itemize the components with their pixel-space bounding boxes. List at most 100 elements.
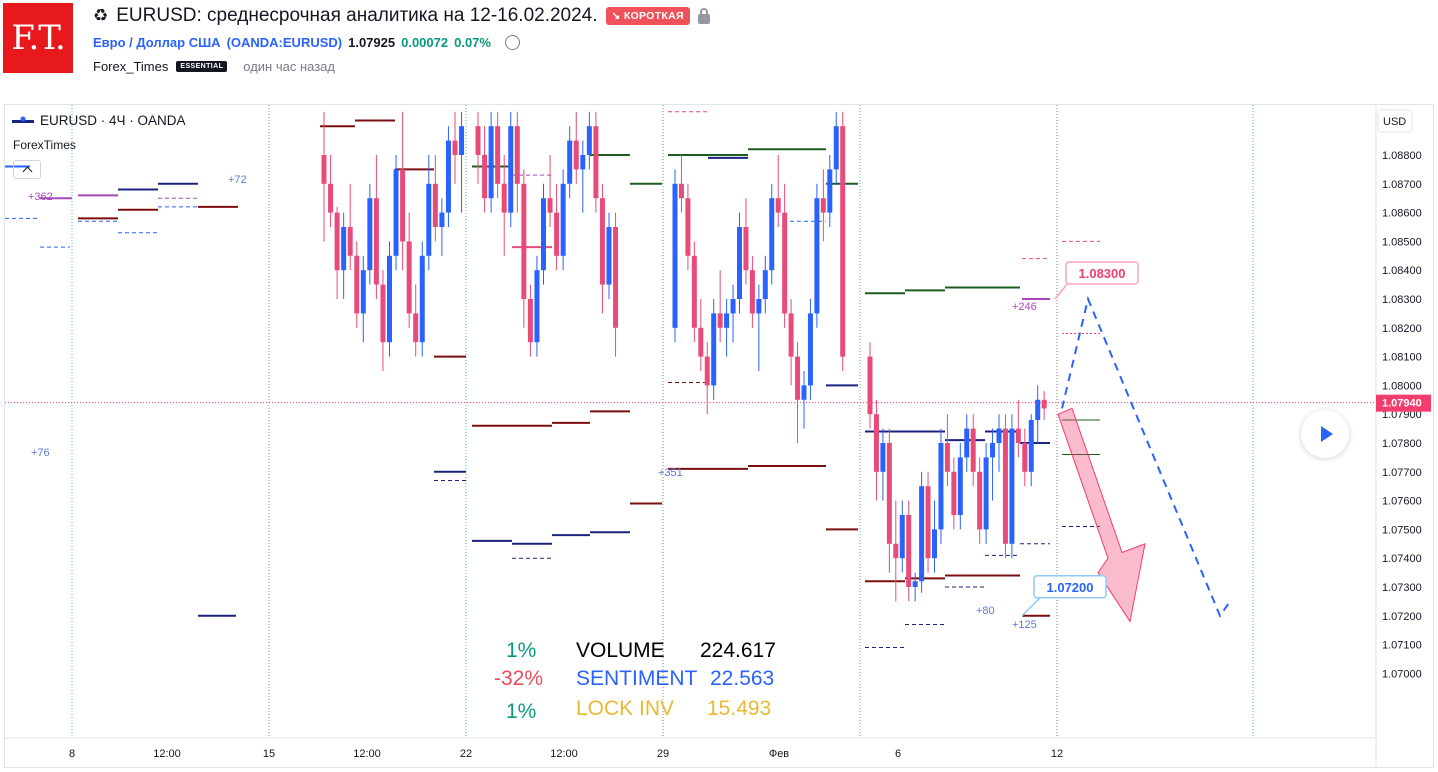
candle-body xyxy=(387,255,392,343)
price-tick-label: 1.08500 xyxy=(1382,236,1422,248)
indicator-legend[interactable]: ForexTimes xyxy=(13,138,76,152)
candle-body xyxy=(508,126,514,213)
candle-body xyxy=(586,126,592,155)
candle-body xyxy=(439,212,445,227)
sentiment-pct: -32% xyxy=(494,667,544,690)
candle-body xyxy=(1035,399,1041,420)
chart-legend[interactable]: EURUSD · 4Ч · OANDA xyxy=(12,113,186,128)
idea-title: EURUSD: среднесрочная аналитика на 12-16… xyxy=(116,5,598,26)
candle-body xyxy=(1015,428,1021,443)
candle-body xyxy=(886,443,892,544)
price-tick-label: 1.07900 xyxy=(1382,409,1422,421)
price-tick-label: 1.07400 xyxy=(1382,553,1422,565)
short-badge: ↘ КОРОТКАЯ xyxy=(605,7,690,25)
candle-body xyxy=(990,443,996,458)
candle-body xyxy=(788,313,794,357)
target-high-pointer xyxy=(1054,282,1069,300)
candle-body xyxy=(482,155,488,199)
price-tick-label: 1.08400 xyxy=(1382,265,1422,277)
candle-body xyxy=(730,299,736,314)
time-tick-label: 12:00 xyxy=(550,748,578,760)
candle-body xyxy=(393,169,399,256)
currency-selector xyxy=(1377,109,1413,133)
candle-body xyxy=(452,140,458,155)
candle-body xyxy=(691,255,697,328)
chart-frame[interactable] xyxy=(4,104,1434,768)
candle-body xyxy=(873,414,879,472)
target-high-box xyxy=(1065,261,1139,285)
time-tick-label: 29 xyxy=(657,748,669,760)
candle-body xyxy=(321,155,327,184)
candle-body xyxy=(919,486,925,582)
candle-body xyxy=(893,543,899,559)
level-annotation: +125 xyxy=(1012,619,1037,631)
candle-body xyxy=(678,183,684,199)
candle-body xyxy=(957,457,963,515)
price-tick-label: 1.07200 xyxy=(1382,611,1422,623)
candle-body xyxy=(547,198,553,213)
price-tick-label: 1.07500 xyxy=(1382,524,1422,536)
target-high-label: 1.08300 xyxy=(1079,266,1126,281)
time-tick-label: 12:00 xyxy=(353,748,381,760)
candle-body xyxy=(426,183,432,256)
level-annotation: +351 xyxy=(658,467,683,479)
candle-body xyxy=(599,198,605,285)
essential-badge: ESSENTIAL xyxy=(176,60,228,72)
candle-body xyxy=(801,385,807,400)
author-name[interactable]: Forex_Times xyxy=(93,58,169,74)
candle-body xyxy=(432,183,438,227)
candle-body xyxy=(743,227,749,271)
price-tick-label: 1.07700 xyxy=(1382,467,1422,479)
collapse-legend-button[interactable] xyxy=(13,160,41,179)
level-annotation: +80 xyxy=(976,605,995,617)
lockinv-label: LOCK INV xyxy=(576,697,675,720)
symbol-code-link[interactable]: (OANDA:EURUSD) xyxy=(226,34,343,50)
candle-body xyxy=(833,126,839,170)
forextimes-logo[interactable]: F.T. xyxy=(3,3,73,73)
symbol-name-link[interactable]: Евро / Доллар США xyxy=(93,34,221,50)
play-replay-button[interactable] xyxy=(1301,410,1349,458)
candle-body xyxy=(501,183,507,213)
time-tick-label: 12:00 xyxy=(153,748,181,760)
candle-body xyxy=(1002,428,1008,544)
candle-body xyxy=(672,183,678,328)
alarm-clock-icon[interactable] xyxy=(504,34,520,50)
candle-body xyxy=(698,327,704,357)
candle-body xyxy=(951,471,957,515)
published-time: один час назад xyxy=(243,58,336,74)
level-annotation: +246 xyxy=(1012,301,1037,313)
candle-body xyxy=(977,471,983,530)
level-annotation: +76 xyxy=(31,447,50,459)
price-tick-label: 1.08600 xyxy=(1382,208,1422,220)
candle-body xyxy=(445,140,451,213)
candle-body xyxy=(1041,399,1047,409)
candle-body xyxy=(775,198,781,213)
time-tick-label: 22 xyxy=(460,748,472,760)
candle-body xyxy=(475,126,481,155)
candle-body xyxy=(613,227,619,328)
candle-body xyxy=(573,140,579,170)
current-price-label: 1.07940 xyxy=(1382,398,1422,410)
price-tick-label: 1.08000 xyxy=(1382,380,1422,392)
price-tick-label: 1.07000 xyxy=(1382,668,1422,680)
candle-body xyxy=(495,126,501,184)
candle-body xyxy=(541,198,546,271)
candle-body xyxy=(560,183,566,256)
candle-body xyxy=(606,227,612,285)
legend-symbol: EURUSD · 4Ч · OANDA xyxy=(40,113,186,128)
candle-body xyxy=(400,169,406,242)
candle-body xyxy=(488,126,494,199)
candle-body xyxy=(514,126,520,184)
time-tick-label: 8 xyxy=(69,748,75,760)
candle-body xyxy=(334,212,340,271)
candle-body xyxy=(807,313,813,386)
candle-body xyxy=(593,126,599,199)
candle-body xyxy=(341,227,347,271)
indicator-icon xyxy=(12,116,34,123)
candle-body xyxy=(413,313,419,343)
candle-body xyxy=(840,126,846,357)
candle-body xyxy=(782,212,788,314)
candle-body xyxy=(762,270,768,299)
candle-body xyxy=(711,313,717,386)
